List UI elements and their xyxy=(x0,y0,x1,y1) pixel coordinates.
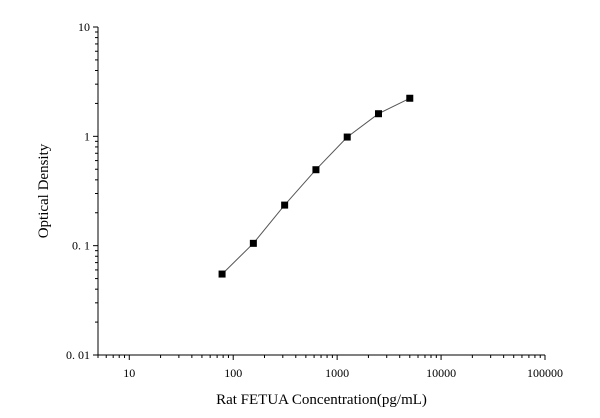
data-point xyxy=(312,166,320,174)
axes xyxy=(97,27,545,356)
x-tick-label: 10000 xyxy=(426,366,456,380)
data-point xyxy=(375,110,383,118)
y-axis-title: Optical Density xyxy=(36,143,52,238)
y-tick-label: 0. 1 xyxy=(72,239,90,253)
data-point xyxy=(406,94,414,102)
y-tick-label: 10 xyxy=(78,20,90,34)
y-tick-label: 1 xyxy=(84,129,90,143)
x-axis-title: Rat FETUA Concentration(pg/mL) xyxy=(216,392,427,408)
data-point xyxy=(249,239,257,247)
data-point xyxy=(343,133,351,141)
series-line xyxy=(221,97,411,275)
data-point xyxy=(281,201,289,209)
x-axis-ticks: 10 100 1000 10000 100000 xyxy=(97,355,563,380)
x-tick-label: 1000 xyxy=(325,366,349,380)
x-tick-label: 100 xyxy=(224,366,242,380)
x-tick-label: 10 xyxy=(123,366,135,380)
data-series xyxy=(218,94,414,278)
data-point xyxy=(218,270,226,278)
x-tick-label: 100000 xyxy=(527,366,563,380)
y-tick-label: 0. 01 xyxy=(66,348,90,362)
y-axis-ticks: 0. 01 0. 1 1 10 xyxy=(66,20,98,362)
